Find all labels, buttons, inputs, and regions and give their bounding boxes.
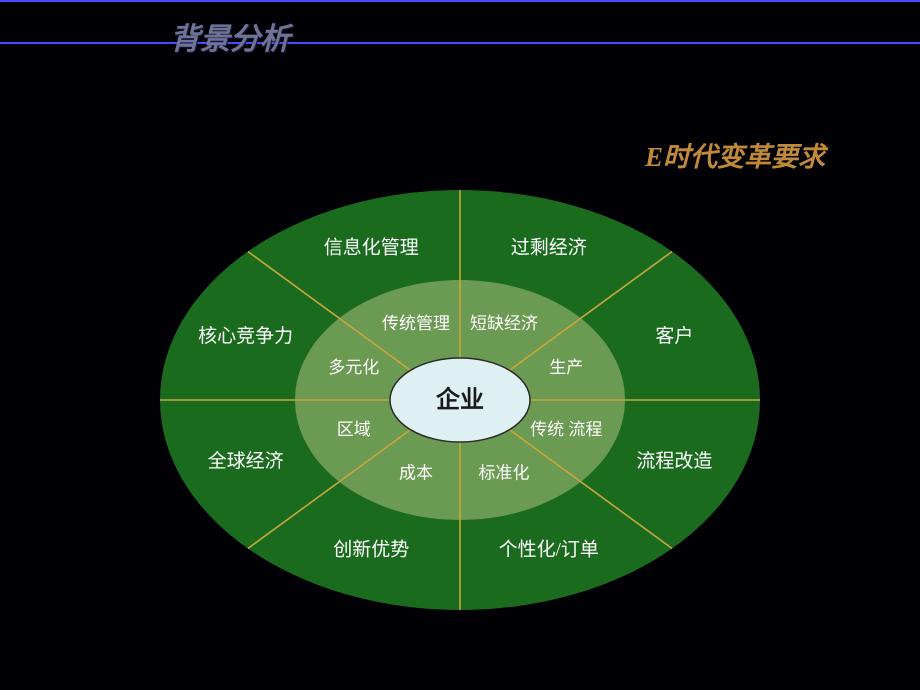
mid-label: 传统 流程: [530, 420, 602, 439]
outer-label: 创新优势: [333, 538, 409, 560]
outer-label: 全球经济: [208, 450, 284, 472]
outer-label: 过剩经济: [511, 236, 587, 258]
radial-diagram: 企业 过剩经济客户流程改造个性化/订单 创新优势 全球经济 核心竞争力 信息化管理短缺经…: [150, 180, 770, 620]
center-label: 企业: [436, 386, 484, 414]
header-title: 背景分析: [170, 14, 290, 58]
outer-label: 信息化管理: [324, 236, 419, 258]
mid-label: 短缺经济: [470, 314, 538, 333]
mid-label: 标准化: [479, 464, 530, 483]
diagram-svg: 企业 过剩经济客户流程改造个性化/订单 创新优势 全球经济 核心竞争力 信息化管理短缺经…: [150, 180, 770, 620]
outer-label: 流程改造: [636, 450, 712, 472]
mid-label: 成本: [399, 464, 433, 483]
outer-label: 个性化/订单: [499, 538, 599, 560]
mid-label: 区域: [337, 420, 371, 439]
outer-label: 客户: [655, 325, 693, 347]
slide: 背景分析 E时代变革要求 企业 过剩经济客户流程改造个性化/订单 创新优势 全球经济…: [0, 0, 920, 690]
outer-label: 核心竞争力: [198, 325, 293, 347]
mid-label: 传统管理: [382, 314, 450, 333]
mid-label: 多元化: [328, 358, 379, 377]
subtitle: E时代变革要求: [645, 135, 825, 174]
header-band: [0, 0, 920, 44]
mid-label: 生产: [549, 358, 583, 377]
